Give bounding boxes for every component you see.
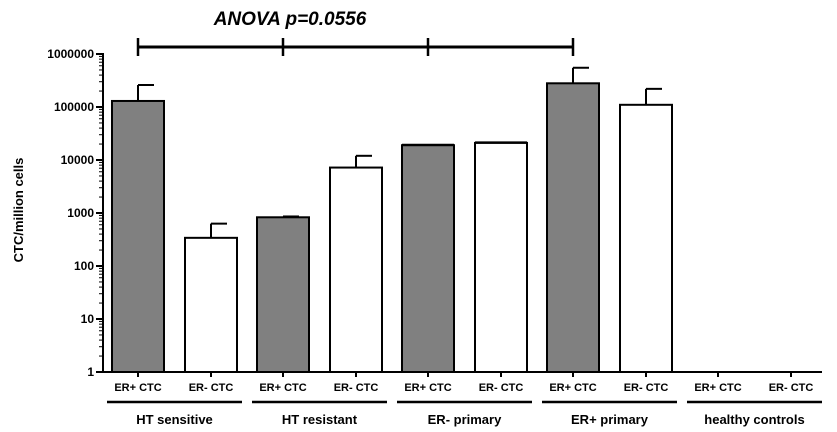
- y-tick-label: 100000: [54, 100, 94, 114]
- bars: [111, 66, 673, 374]
- bar: [546, 82, 600, 373]
- x-tick-label: ER+ CTC: [694, 382, 741, 394]
- x-tick-label: ER- CTC: [624, 382, 669, 394]
- group-label: HT sensitive: [136, 412, 213, 427]
- group-labels: ER+ CTC ER- CTC HT sensitive ER+ CTC ER- CTC…: [107, 382, 822, 427]
- group-label: ER+ primary: [571, 412, 649, 427]
- bar: [256, 216, 310, 373]
- anova-annotation: ANOVA p=0.0556: [213, 9, 367, 30]
- x-tick-label: ER+ CTC: [404, 382, 451, 394]
- anova-bracket: [136, 38, 575, 56]
- group-label: HT resistant: [282, 412, 358, 427]
- x-tick-label: ER- CTC: [334, 382, 379, 394]
- y-tick-label: 10: [81, 312, 95, 326]
- y-axis-label: CTC/million cells: [11, 158, 26, 263]
- group-label: healthy controls: [704, 412, 804, 427]
- bar: [401, 144, 455, 373]
- x-tick-label: ER+ CTC: [259, 382, 306, 394]
- x-tick-label: ER- CTC: [189, 382, 234, 394]
- x-tick-label: ER+ CTC: [114, 382, 161, 394]
- bar: [329, 166, 383, 373]
- bar: [619, 103, 673, 374]
- bar: [111, 99, 165, 373]
- bar: [474, 141, 528, 373]
- x-tick-label: ER- CTC: [479, 382, 524, 394]
- bar: [184, 236, 238, 373]
- y-tick-label: 1000: [67, 206, 94, 220]
- y-tick-label: 100: [74, 259, 94, 273]
- y-tick-label: 1: [87, 365, 94, 379]
- group-label: ER- primary: [428, 412, 502, 427]
- y-tick-label: 10000: [61, 153, 95, 167]
- x-tick-label: ER- CTC: [769, 382, 814, 394]
- x-tick-label: ER+ CTC: [549, 382, 596, 394]
- y-tick-label: 1000000: [47, 47, 94, 61]
